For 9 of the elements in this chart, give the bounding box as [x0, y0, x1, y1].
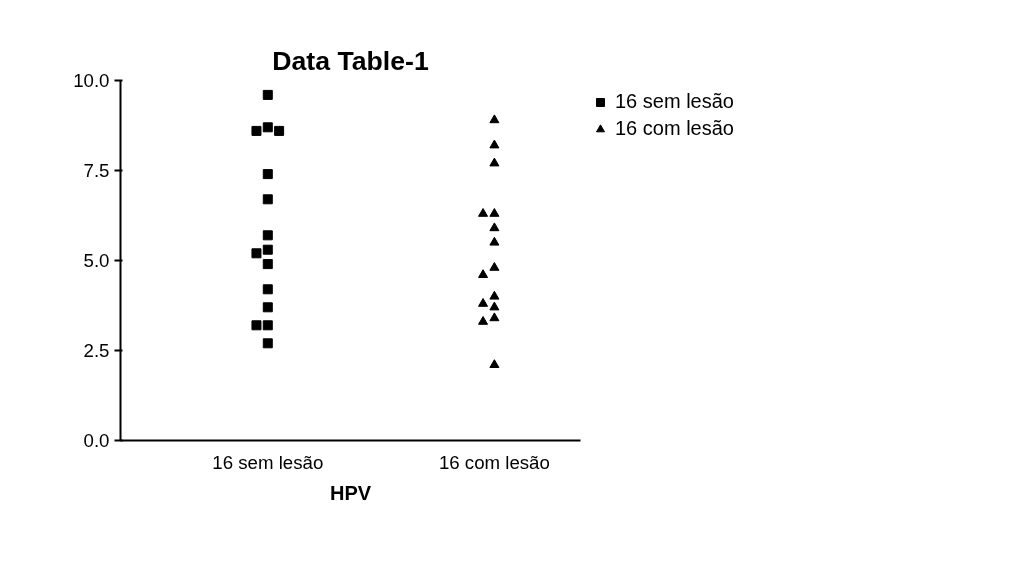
legend-label: 16 sem lesão: [615, 90, 734, 113]
legend-label: 16 com lesão: [615, 117, 734, 140]
chart-title: Data Table-1: [272, 45, 429, 76]
y-tick-label: 2.5: [83, 340, 110, 361]
y-tick-label: 5.0: [83, 250, 110, 271]
y-tick-label: 10.0: [73, 70, 110, 91]
x-axis-title: HPV: [329, 481, 372, 504]
y-tick-label: 7.5: [83, 160, 110, 181]
y-tick-label: 0.0: [83, 430, 110, 451]
